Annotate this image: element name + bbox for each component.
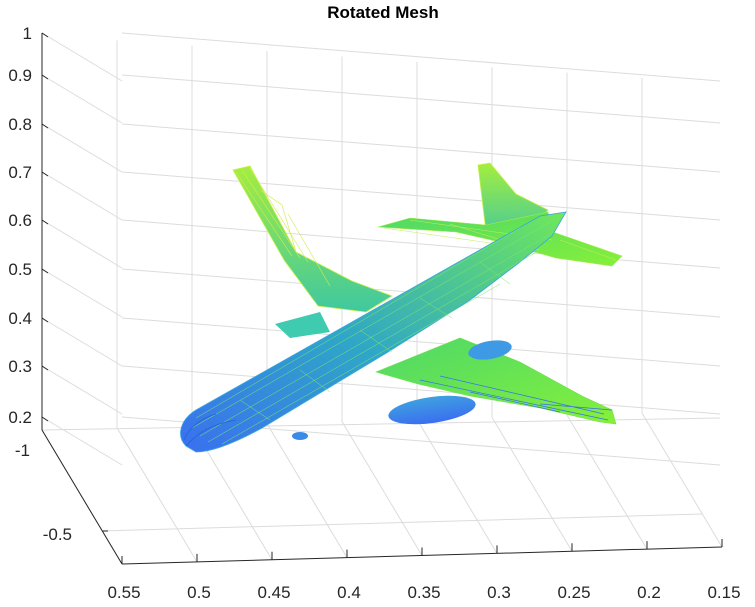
x-axis-line: [121, 546, 723, 565]
x-tick-label: 0.25: [557, 583, 590, 602]
grid-line-z: [121, 171, 721, 221]
grid-line-x-floor: [641, 412, 723, 548]
grid-line-z-left: [41, 317, 123, 367]
z-tick-label: 0.9: [8, 66, 32, 85]
z-tick-label: 0.2: [8, 408, 32, 427]
grid-line-x-floor: [416, 419, 498, 554]
engine-left: [388, 395, 476, 425]
x-tick-label: 0.55: [107, 583, 140, 602]
grid-line-z-left: [41, 416, 123, 466]
stabilizer-right-mesh: [383, 219, 617, 261]
grid-line-z: [121, 317, 721, 367]
tick-labels: 0.2 0.3 0.4 0.5 0.6 0.7 0.8 0.9 1 0.55 0.5 0.45 0.4 0…: [8, 24, 740, 602]
z-tick-label: 0.5: [8, 260, 32, 279]
y-tick-label: -1: [15, 441, 30, 460]
grid-line-z-left: [41, 268, 123, 318]
grid-line-z-left: [41, 219, 123, 269]
x-tick-label: 0.4: [337, 583, 361, 602]
grid-line-x-floor: [491, 416, 573, 552]
z-tick: [41, 171, 49, 177]
y-axis-line: [41, 429, 123, 565]
x-tick-label: 0.2: [637, 583, 661, 602]
z-tick-label: 0.7: [8, 163, 32, 182]
z-tick: [41, 74, 49, 80]
fin-left-mesh: [235, 167, 331, 287]
grid-line-z-left: [41, 32, 123, 82]
grid-line-x-floor: [266, 423, 348, 558]
x-tick-label: 0.5: [187, 583, 211, 602]
grid-line-y-floor: [41, 417, 721, 431]
z-tick: [41, 123, 49, 129]
grid-line-z: [121, 219, 721, 269]
x-tick-label: 0.45: [257, 583, 290, 602]
rear-fin-left: [232, 165, 393, 313]
wing-left-mesh: [419, 375, 613, 421]
engine-right: [468, 340, 512, 360]
grid-line-y-floor: [101, 513, 703, 532]
grid-line-x-floor: [566, 414, 648, 550]
z-tick-label: 1: [23, 24, 32, 43]
grid-line-z-left: [41, 74, 123, 124]
z-tick: [41, 219, 49, 225]
y-tick-label: -0.5: [43, 525, 72, 544]
grid-line-z: [121, 123, 721, 173]
z-tick-label: 0.3: [8, 357, 32, 376]
z-tick: [41, 32, 49, 38]
stabilizer-left: [275, 312, 330, 338]
grid-line-x-floor: [116, 427, 198, 563]
cockpit-lines: [183, 413, 237, 447]
z-tick: [41, 365, 49, 371]
grid-line-z: [121, 365, 721, 415]
nose-gear: [292, 432, 308, 440]
grid-line-z: [121, 74, 721, 124]
grid-line-z-left: [41, 365, 123, 415]
grid-line-z-left: [41, 171, 123, 221]
fuselage: [180, 211, 567, 453]
axes: [41, 32, 723, 565]
x-tick-label: 0.3: [487, 583, 511, 602]
airplane-mesh: [180, 162, 623, 453]
z-tick-label: 0.8: [8, 115, 32, 134]
fuselage-mesh: [191, 221, 555, 445]
z-tick: [41, 317, 49, 323]
x-tick-label: 0.35: [407, 583, 440, 602]
z-tick-label: 0.6: [8, 211, 32, 230]
grid-line-z: [121, 32, 721, 82]
z-tick: [41, 268, 49, 274]
grid-line-z-left: [41, 123, 123, 173]
z-tick: [41, 416, 49, 422]
chart-title: Rotated Mesh: [327, 3, 438, 22]
z-tick-label: 0.4: [8, 309, 32, 328]
x-tick-label: 0.15: [707, 583, 740, 602]
grid-line-x-floor: [341, 421, 423, 556]
